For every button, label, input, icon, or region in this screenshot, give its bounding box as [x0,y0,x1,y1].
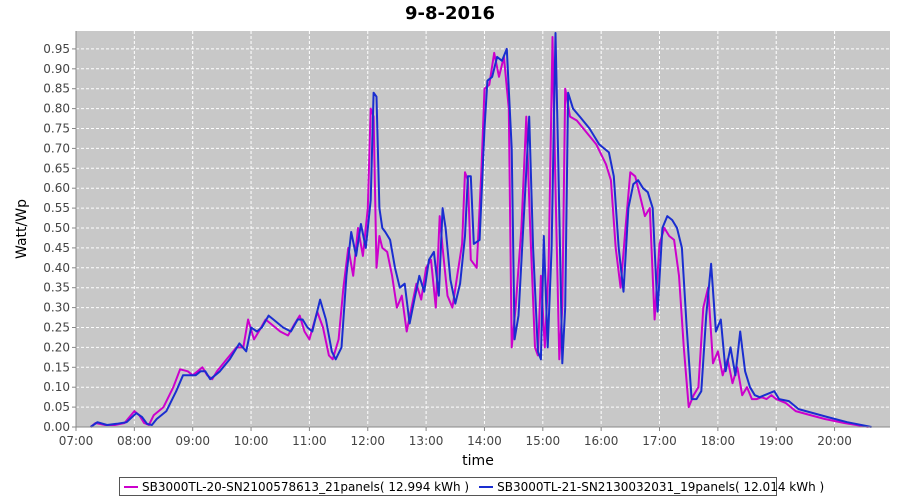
y-tick-label: 0.35 [43,281,70,295]
legend-label: SB3000TL-20-SN2100578613_21panels( 12.99… [142,479,470,494]
y-tick-label: 0.85 [43,82,70,96]
y-tick-label: 0.50 [43,221,70,235]
y-tick-label: 0.95 [43,42,70,56]
x-tick-label: 07:00 [59,434,94,448]
y-tick-label: 0.45 [43,241,70,255]
x-tick-label: 20:00 [817,434,852,448]
x-tick-label: 11:00 [292,434,327,448]
y-tick-label: 0.25 [43,321,70,335]
x-axis-label: time [462,453,494,469]
chart-title: 9-8-2016 [404,3,496,24]
y-tick-label: 0.20 [43,340,70,354]
y-tick-label: 0.30 [43,301,70,315]
x-tick-label: 17:00 [642,434,677,448]
y-tick-label: 0.00 [43,420,70,434]
y-tick-label: 0.75 [43,122,70,136]
y-tick-label: 0.65 [43,161,70,175]
legend-swatch [124,485,138,488]
x-tick-label: 10:00 [234,434,269,448]
series-layer [89,32,872,428]
x-tick-label: 09:00 [175,434,210,448]
x-tick-label: 08:00 [117,434,152,448]
y-tick-label: 0.40 [43,261,70,275]
y-axis-label: Watt/Wp [14,199,30,259]
y-tick-label: 0.10 [43,380,70,394]
y-tick-label: 0.80 [43,102,70,116]
legend-item: SB3000TL-20-SN2100578613_21panels( 12.99… [124,480,469,494]
plot-area [76,31,890,427]
x-tick-label: 12:00 [350,434,385,448]
legend-label: SB3000TL-21-SN2130032031_19panels( 12.01… [497,479,825,494]
y-tick-label: 0.05 [43,400,70,414]
legend-item: SB3000TL-21-SN2130032031_19panels( 12.01… [479,480,824,494]
x-tick-label: 13:00 [409,434,444,448]
y-tick-label: 0.60 [43,181,70,195]
x-ticks: 07:00 08:00 09:00 10:00 11:00 12:00 13:00 14:00… [59,427,852,448]
legend-swatch [479,485,494,488]
y-tick-label: 0.55 [43,201,70,215]
x-tick-label: 14:00 [467,434,502,448]
legend: SB3000TL-20-SN2100578613_21panels( 12.99… [119,477,824,496]
y-ticks: 0.00 0.05 0.10 0.15 0.20 0.25 0.30 0.35 0.40 0.45… [43,42,76,434]
y-tick-label: 0.70 [43,141,70,155]
x-tick-label: 18:00 [701,434,736,448]
series-line-2 [90,32,872,428]
x-tick-label: 19:00 [759,434,794,448]
y-tick-label: 0.15 [43,360,70,374]
series-line-1 [89,36,869,428]
x-tick-label: 16:00 [584,434,619,448]
x-tick-label: 15:00 [526,434,561,448]
y-tick-label: 0.90 [43,62,70,76]
